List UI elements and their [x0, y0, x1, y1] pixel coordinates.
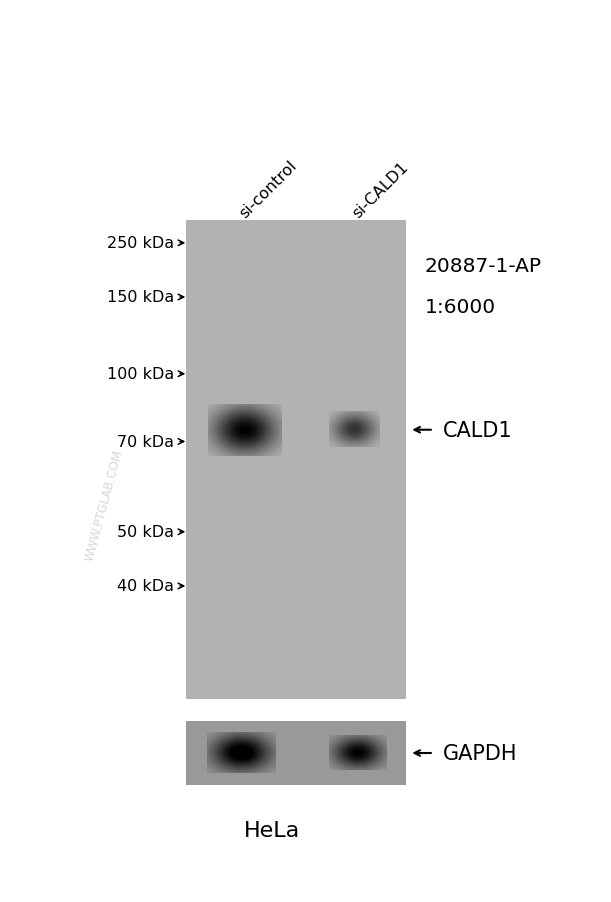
Text: 250 kDa: 250 kDa: [107, 236, 174, 251]
Text: 20887-1-AP: 20887-1-AP: [425, 256, 542, 276]
Text: 40 kDa: 40 kDa: [117, 579, 174, 594]
Text: HeLa: HeLa: [244, 820, 300, 840]
Text: WWW.PTGLAB.COM: WWW.PTGLAB.COM: [82, 448, 125, 562]
Text: GAPDH: GAPDH: [443, 743, 518, 763]
Bar: [186, 699, 406, 722]
Text: 50 kDa: 50 kDa: [117, 525, 174, 539]
Text: CALD1: CALD1: [443, 420, 513, 440]
Bar: [186, 221, 406, 699]
Bar: [186, 722, 406, 785]
Text: 100 kDa: 100 kDa: [107, 367, 174, 382]
Text: 1:6000: 1:6000: [425, 297, 496, 317]
Text: si-CALD1: si-CALD1: [350, 160, 411, 221]
Text: si-control: si-control: [237, 158, 300, 221]
Text: 70 kDa: 70 kDa: [117, 435, 174, 449]
Text: 150 kDa: 150 kDa: [107, 290, 174, 305]
